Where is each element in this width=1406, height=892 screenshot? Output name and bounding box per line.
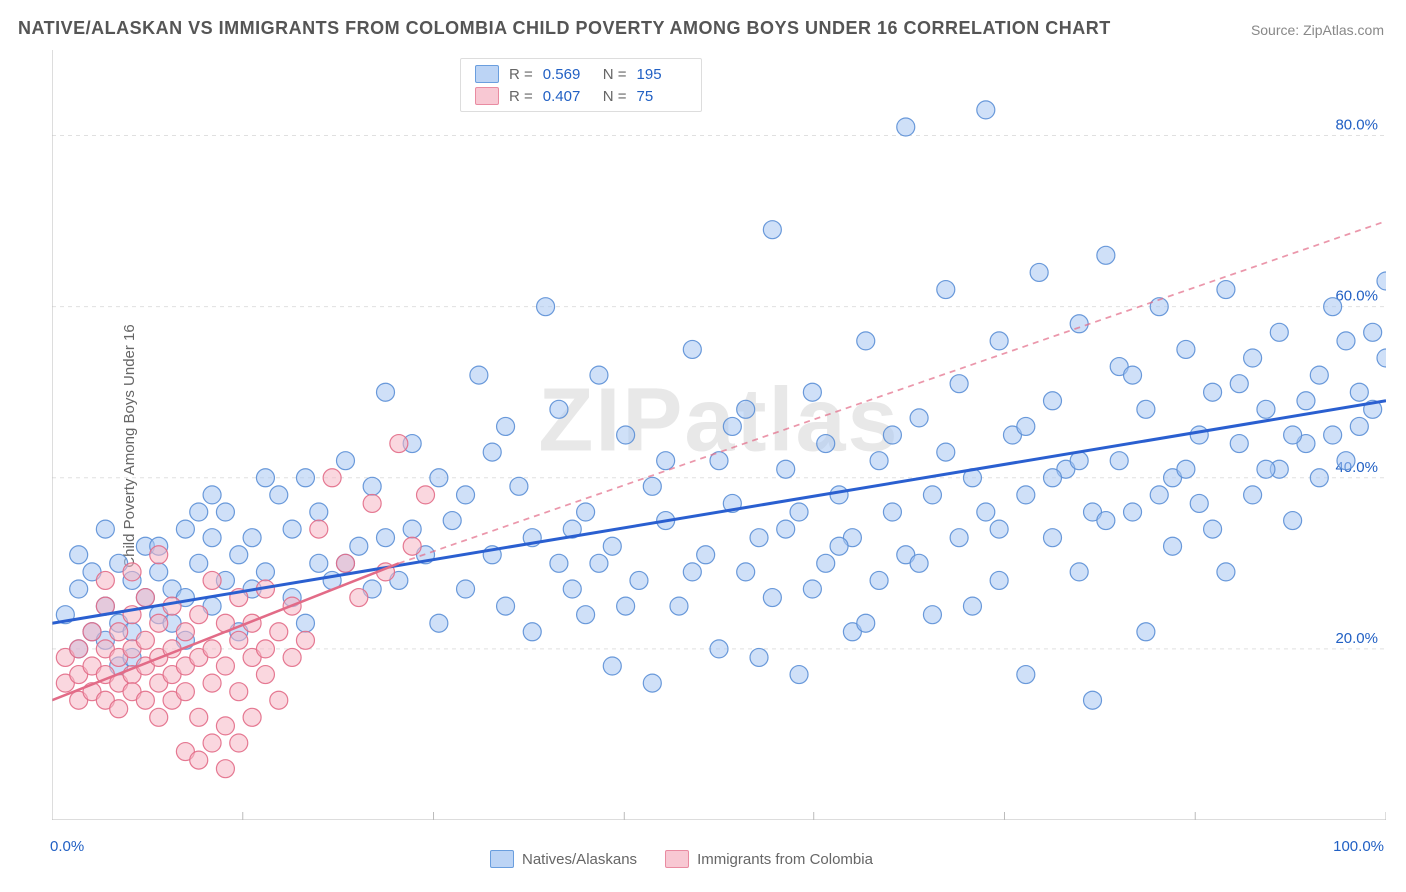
x-axis-max-label: 100.0% bbox=[1333, 838, 1384, 855]
swatch-natives-icon bbox=[490, 850, 514, 868]
correlation-legend: R = 0.569 N = 195 R = 0.407 N = 75 bbox=[460, 58, 702, 112]
source-credit: Source: ZipAtlas.com bbox=[1251, 22, 1384, 38]
swatch-natives-icon bbox=[475, 65, 499, 83]
svg-text:80.0%: 80.0% bbox=[1335, 117, 1378, 134]
n-value-colombia: 75 bbox=[637, 88, 687, 105]
legend-item-colombia: Immigrants from Colombia bbox=[665, 850, 873, 868]
legend-row-colombia: R = 0.407 N = 75 bbox=[475, 87, 687, 105]
swatch-colombia-icon bbox=[475, 87, 499, 105]
legend-row-natives: R = 0.569 N = 195 bbox=[475, 65, 687, 83]
swatch-colombia-icon bbox=[665, 850, 689, 868]
svg-text:20.0%: 20.0% bbox=[1335, 630, 1378, 647]
legend-item-natives: Natives/Alaskans bbox=[490, 850, 637, 868]
series-legend: Natives/Alaskans Immigrants from Colombi… bbox=[490, 850, 873, 868]
scatter-plot: 20.0%40.0%60.0%80.0%ZIPatlas bbox=[52, 50, 1386, 820]
legend-label-colombia: Immigrants from Colombia bbox=[697, 851, 873, 868]
r-label: R = bbox=[509, 88, 533, 105]
source-label: Source: bbox=[1251, 22, 1299, 38]
source-value: ZipAtlas.com bbox=[1303, 22, 1384, 38]
r-value-natives: 0.569 bbox=[543, 66, 593, 83]
n-value-natives: 195 bbox=[637, 66, 687, 83]
chart-title: NATIVE/ALASKAN VS IMMIGRANTS FROM COLOMB… bbox=[18, 18, 1111, 39]
svg-text:60.0%: 60.0% bbox=[1335, 288, 1378, 305]
r-label: R = bbox=[509, 66, 533, 83]
n-label: N = bbox=[603, 88, 627, 105]
r-value-colombia: 0.407 bbox=[543, 88, 593, 105]
x-axis-min-label: 0.0% bbox=[50, 838, 84, 855]
n-label: N = bbox=[603, 66, 627, 83]
legend-label-natives: Natives/Alaskans bbox=[522, 851, 637, 868]
